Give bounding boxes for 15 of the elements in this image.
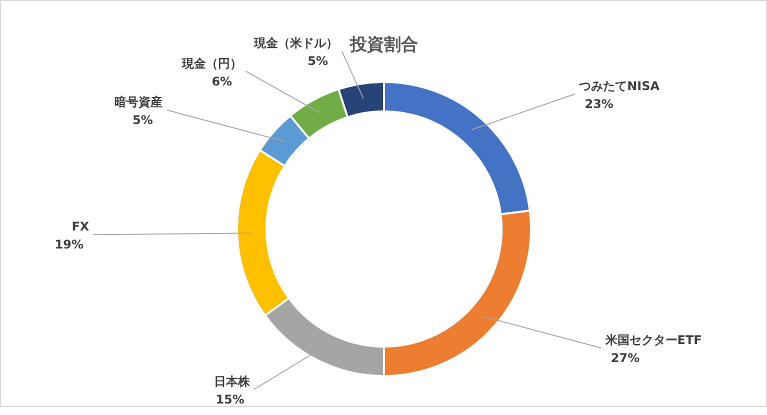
slice-label: 米国セクターETF: [604, 333, 702, 348]
slice-label: 日本株: [214, 374, 252, 388]
slice-label: FX: [72, 220, 90, 234]
chart-title: 投資割合: [349, 35, 418, 55]
data-label: 15%: [216, 392, 244, 406]
data-label: 5%: [308, 54, 328, 68]
data-label: 19%: [54, 238, 84, 252]
slice-label: 暗号資産: [114, 94, 163, 109]
slice-label: つみたてNISA: [578, 78, 660, 93]
slice-label: 現金（米ドル）: [252, 36, 338, 50]
data-label: 5%: [132, 112, 153, 127]
data-label: 6%: [212, 74, 232, 88]
data-label: 23%: [584, 96, 614, 111]
slice-label: 現金（円）: [180, 56, 242, 70]
data-label: 27%: [610, 351, 640, 366]
